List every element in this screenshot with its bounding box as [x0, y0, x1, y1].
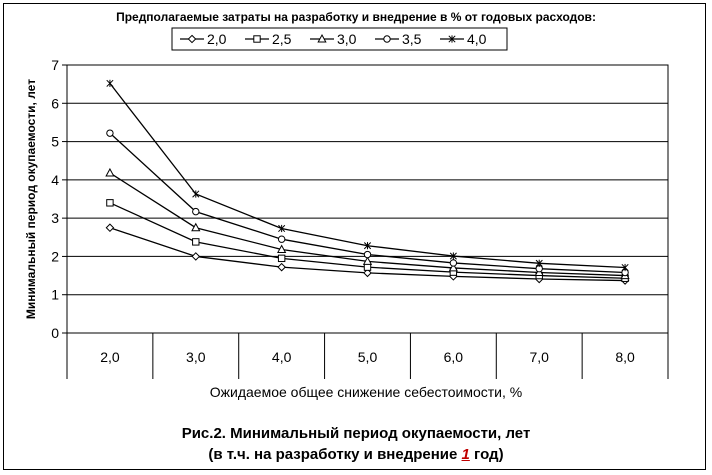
legend-marker [253, 35, 261, 43]
legend-marker [317, 33, 327, 43]
legend-label: 4,0 [467, 31, 487, 47]
figure-caption-line2: (в т.ч. на разработку и внедрение 1 год) [0, 446, 712, 463]
x-axis-label: Ожидаемое общее снижение себестоимости, … [210, 384, 522, 400]
data-point [449, 252, 457, 260]
data-point [192, 238, 200, 246]
legend-item-2: 2,5 [245, 31, 292, 47]
series-3 [105, 167, 630, 280]
data-point [278, 224, 286, 233]
caption-line2-prefix: (в т.ч. на разработку и внедрение [208, 446, 462, 463]
series-4 [106, 129, 629, 277]
x-tick-label: 6,0 [444, 349, 464, 365]
data-point [106, 79, 114, 87]
legend-title: Предполагаемые затраты на разработку и в… [116, 10, 596, 24]
legend: 2,0 2,5 3,0 3,5 4,0 [180, 31, 487, 47]
data-point [363, 263, 372, 271]
legend-marker [187, 34, 197, 44]
legend-item-3: 3,0 [310, 31, 357, 47]
x-tick-label: 5,0 [358, 349, 378, 365]
legend-item-5: 4,0 [440, 31, 487, 47]
y-axis-ticks: 0 1 2 3 4 5 6 7 [51, 57, 67, 341]
y-tick-label: 1 [51, 287, 59, 303]
data-point [106, 129, 114, 137]
legend-label: 3,0 [337, 31, 357, 47]
data-point [277, 235, 286, 243]
y-tick-label: 3 [51, 210, 59, 226]
series-5 [106, 79, 629, 272]
data-point [277, 262, 286, 272]
x-tick-label: 2,0 [100, 349, 120, 365]
x-tick-label: 8,0 [615, 349, 635, 365]
y-tick-label: 6 [51, 95, 59, 111]
y-tick-label: 7 [51, 57, 59, 73]
legend-item-4: 3,5 [375, 31, 422, 47]
data-point [448, 262, 458, 272]
data-point [191, 222, 201, 232]
data-point [277, 254, 286, 263]
legend-marker [383, 35, 391, 43]
x-tick-label: 7,0 [529, 349, 549, 365]
y-tick-label: 0 [51, 325, 59, 341]
data-point [277, 244, 287, 254]
data-point [621, 263, 629, 272]
data-point [105, 167, 115, 177]
legend-marker [448, 35, 456, 43]
chart-frame [3, 3, 706, 470]
x-tick-label: 4,0 [272, 349, 292, 365]
gridlines [67, 102, 668, 296]
series-line [109, 82, 626, 269]
data-point [106, 199, 114, 207]
x-tick-label: 3,0 [186, 349, 206, 365]
y-tick-label: 2 [51, 248, 59, 264]
data-point [191, 252, 201, 261]
x-axis-ticks: 2,0 3,0 4,0 5,0 6,0 7,0 8,0 [66, 333, 669, 379]
data-point [105, 223, 115, 233]
y-tick-label: 4 [51, 172, 59, 188]
data-point [535, 259, 543, 267]
caption-line2-suffix: год) [469, 446, 504, 463]
data-point [362, 256, 373, 265]
legend-label: 3,5 [402, 31, 422, 47]
y-tick-label: 5 [51, 134, 59, 150]
data-point [192, 190, 200, 198]
data-point [449, 259, 458, 267]
data-point [363, 242, 372, 250]
plot-area [66, 64, 669, 334]
y-axis-label: Минимальный период окупаемости, лет [24, 79, 38, 319]
legend-box [171, 27, 508, 51]
caption-highlight-value: 1 [461, 446, 470, 463]
legend-label: 2,5 [272, 31, 292, 47]
series-group [105, 79, 630, 285]
data-point [192, 207, 200, 216]
legend-item-1: 2,0 [180, 31, 227, 47]
data-point [363, 268, 372, 278]
data-point [363, 250, 372, 259]
legend-label: 2,0 [207, 31, 227, 47]
figure-caption-line1: Рис.2. Минимальный период окупаемости, л… [181, 425, 531, 442]
